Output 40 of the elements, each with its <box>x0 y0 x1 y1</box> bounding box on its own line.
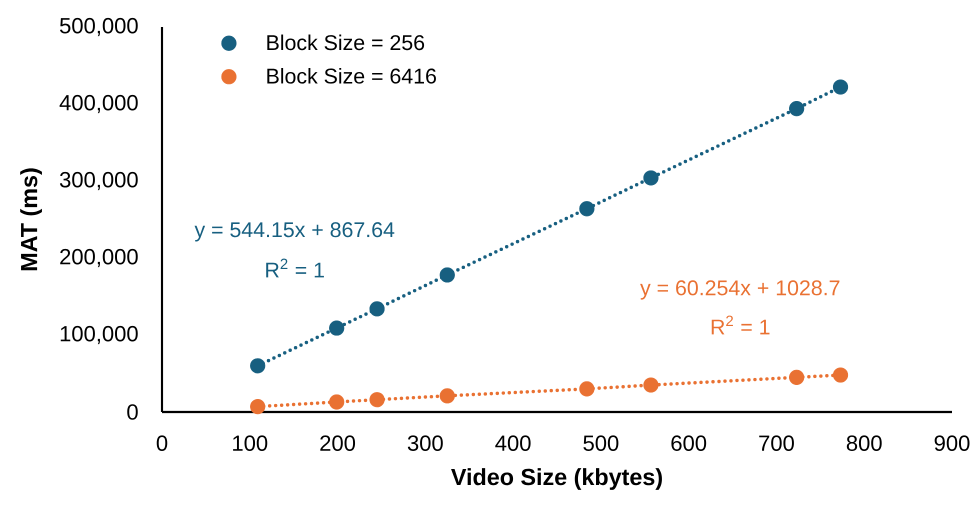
x-tick-label: 500 <box>583 435 618 451</box>
y-axis-title: MAT (ms) <box>20 168 42 270</box>
annotation: R$^{2}$ = 1 <box>712 316 770 334</box>
y-tick-label: 500,000 <box>60 18 138 36</box>
point <box>250 399 266 414</box>
point <box>369 392 385 408</box>
legend-label: Block Size = 6416 <box>267 68 436 84</box>
point <box>440 388 455 404</box>
point <box>643 170 659 186</box>
point <box>579 201 594 216</box>
x-axis-title: Video Size (kbytes) <box>451 468 662 490</box>
legend-label: Block Size = 256 <box>267 34 424 50</box>
y-tick-label: 0 <box>127 404 138 420</box>
x-tick-label: 200 <box>320 435 356 451</box>
annotation: y = 544.15x + 867.64 <box>194 222 394 242</box>
point <box>250 358 266 374</box>
point <box>789 370 804 385</box>
x-tick-label: 100 <box>233 435 268 451</box>
x-tick-label: 600 <box>671 435 706 451</box>
point <box>440 267 455 283</box>
annotation: y = 60.254x + 1028.7 <box>640 280 840 300</box>
y-tick-label: 400,000 <box>60 94 138 114</box>
point <box>789 101 804 116</box>
point <box>369 301 385 316</box>
x-tick-label: 300 <box>408 435 443 451</box>
point <box>329 394 344 410</box>
annotation: R$^{2}$ = 1 <box>266 258 324 278</box>
point <box>643 377 659 393</box>
x-tick-label: 800 <box>846 435 882 451</box>
y-tick-label: 200,000 <box>60 248 138 268</box>
point <box>579 381 594 397</box>
point <box>832 79 848 95</box>
x-tick-label: 0 <box>156 435 168 451</box>
point <box>832 367 848 383</box>
x-tick-label: 700 <box>759 435 794 451</box>
x-tick-label: 400 <box>495 435 531 451</box>
x-tick-label: 900 <box>934 435 970 451</box>
y-tick-label: 300,000 <box>60 172 138 190</box>
y-tick-label: 100,000 <box>60 326 138 344</box>
point <box>329 320 344 336</box>
